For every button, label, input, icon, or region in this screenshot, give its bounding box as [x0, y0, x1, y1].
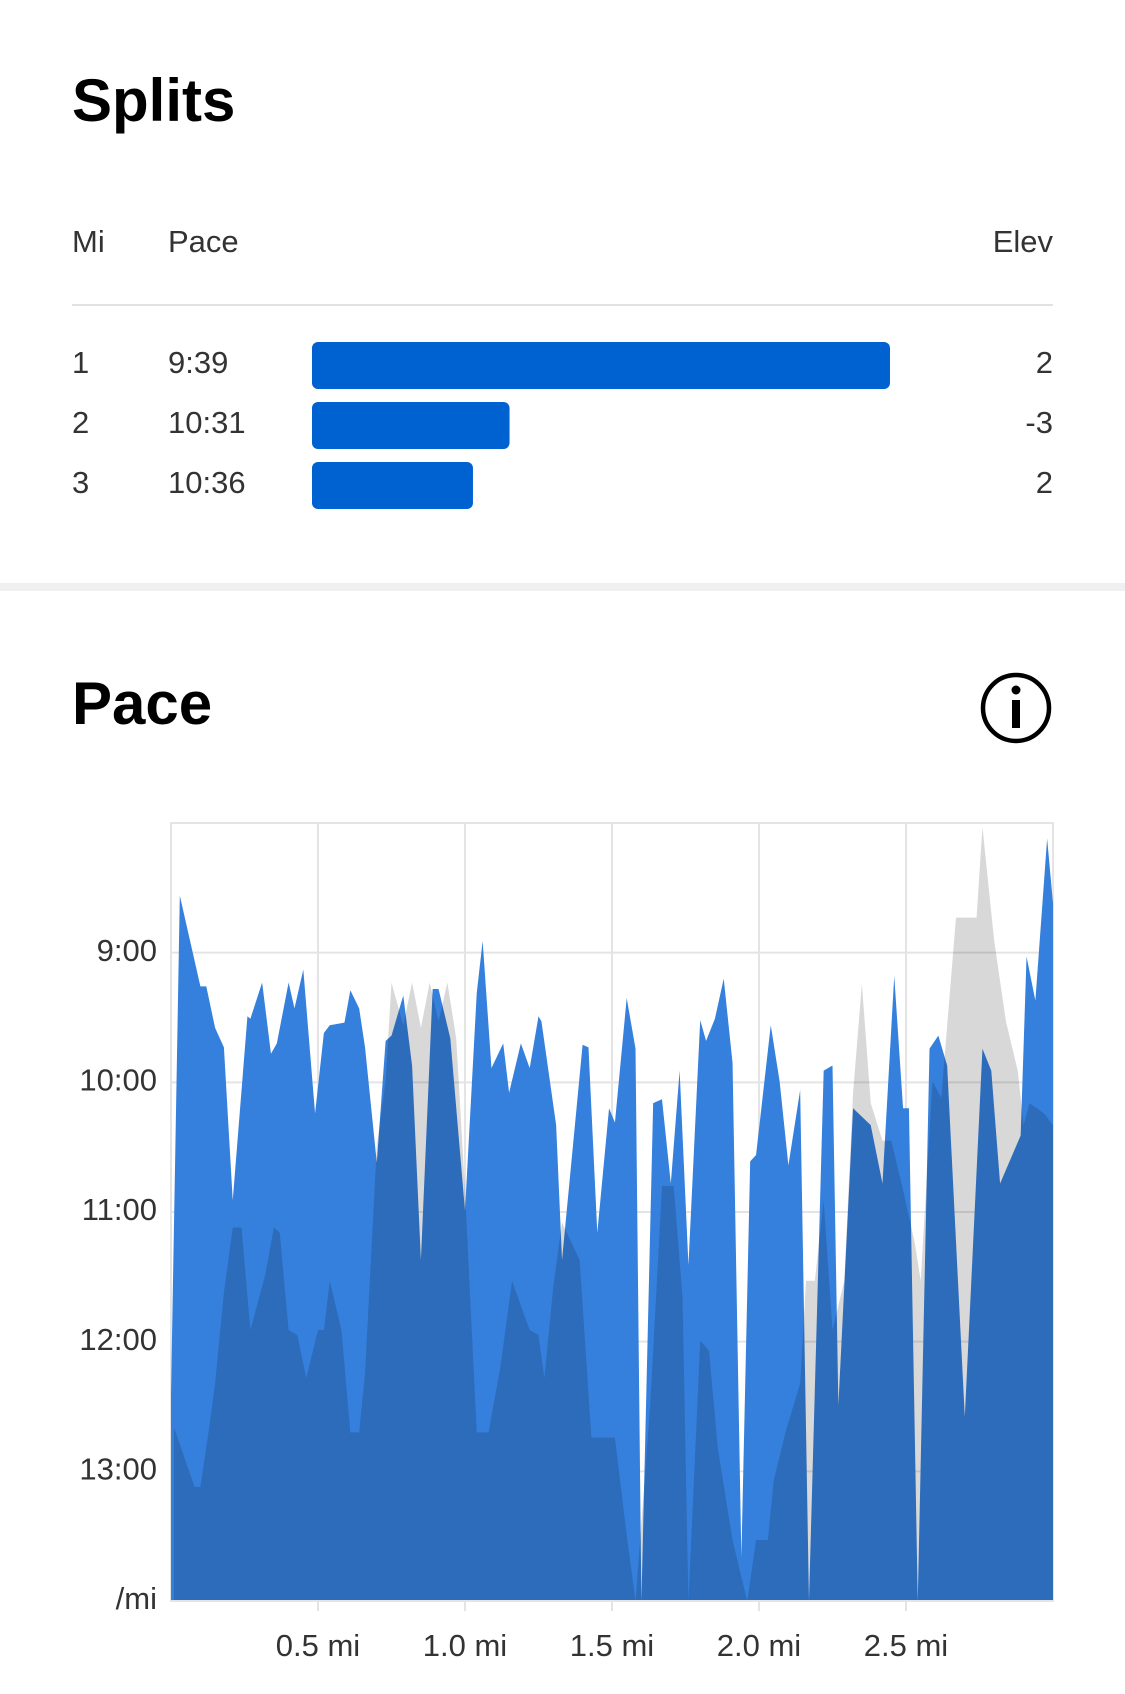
x-tick-label: 2.5 mi: [864, 1628, 948, 1663]
section-title: Pace: [72, 670, 212, 737]
x-tick-label: 1.0 mi: [423, 1628, 507, 1663]
pace-bar: [312, 402, 510, 449]
pace-chart: 9:00 10:00 11:00 12:00 13:00/mi 0.5 mi 1.0 mi 1…: [79, 822, 1054, 1663]
column-header: Pace: [168, 224, 239, 259]
pace: 10:31: [168, 405, 246, 440]
pace: 9:39: [168, 345, 228, 380]
pace-bar: [312, 462, 473, 509]
section-title: Splits: [72, 67, 235, 134]
info-button[interactable]: [980, 672, 1052, 744]
x-tick-label: 0.5 mi: [276, 1628, 360, 1663]
pace: 10:36: [168, 465, 246, 500]
column-header: Mi: [72, 224, 105, 259]
elevation: -3: [1025, 405, 1053, 440]
y-tick-label: 13:00: [79, 1452, 157, 1487]
y-tick-label: 9:00: [97, 933, 157, 968]
pace-area: [173, 826, 1053, 1601]
elevation: 2: [1036, 345, 1053, 380]
pace-bar: [312, 342, 890, 389]
y-tick-label: 11:00: [82, 1192, 157, 1227]
column-header: Elev: [993, 224, 1054, 259]
y-tick-label: 10:00: [79, 1063, 157, 1098]
mile: 3: [72, 465, 89, 500]
x-tick-label: 2.0 mi: [717, 1628, 801, 1663]
section-separator: [0, 583, 1125, 591]
mile: 1: [72, 345, 89, 380]
x-tick-label: 1.5 mi: [570, 1628, 654, 1663]
y-tick-label: /mi: [116, 1581, 157, 1616]
y-tick-label: 12:00: [79, 1322, 157, 1357]
split-rows: 1 9:39 2 2 10:31 -3 3 10:36 2: [72, 342, 1053, 509]
mile: 2: [72, 405, 89, 440]
elevation: 2: [1036, 465, 1053, 500]
